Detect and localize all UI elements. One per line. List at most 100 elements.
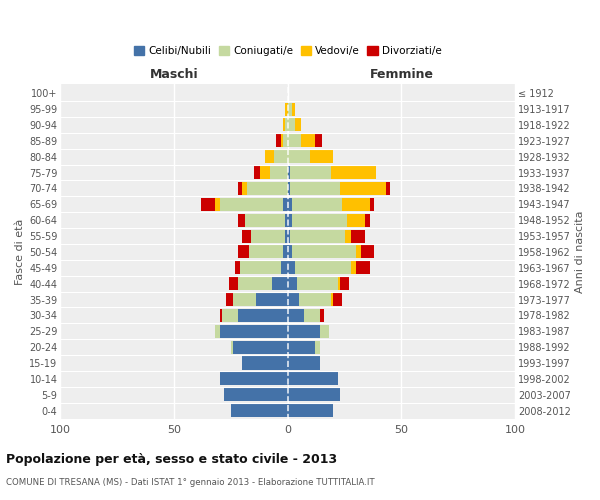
Bar [288,134,301,147]
Bar [233,340,288,353]
Bar [242,182,247,195]
Bar [340,182,386,195]
Bar [256,293,288,306]
Bar [288,214,292,226]
Bar [247,182,288,195]
Bar [238,246,249,258]
Bar [347,214,365,226]
Bar [229,277,238,290]
Bar [292,102,295,116]
Bar [220,198,283,211]
Bar [361,246,374,258]
Text: Maschi: Maschi [150,68,199,82]
Bar [295,262,352,274]
Bar [238,309,288,322]
Bar [215,325,220,338]
Bar [333,293,343,306]
Bar [231,404,288,417]
Bar [235,262,240,274]
Bar [370,198,374,211]
Bar [274,150,288,163]
Bar [343,198,370,211]
Bar [240,262,281,274]
Bar [220,325,288,338]
Bar [299,293,331,306]
Bar [352,262,356,274]
Bar [286,102,288,116]
Bar [331,293,333,306]
Text: Popolazione per età, sesso e stato civile - 2013: Popolazione per età, sesso e stato civil… [6,452,337,466]
Bar [202,198,215,211]
Bar [288,404,333,417]
Bar [242,230,251,242]
Bar [288,293,299,306]
Bar [260,166,269,179]
Bar [356,246,361,258]
Bar [283,246,288,258]
Bar [344,230,352,242]
Bar [331,166,376,179]
Bar [295,118,301,132]
Bar [288,262,295,274]
Bar [220,372,288,386]
Bar [238,214,245,226]
Bar [238,277,272,290]
Bar [288,340,315,353]
Bar [242,356,288,370]
Bar [386,182,390,195]
Bar [220,309,222,322]
Bar [320,309,324,322]
Bar [288,166,290,179]
Bar [233,293,256,306]
Bar [288,102,292,116]
Bar [304,309,320,322]
Bar [238,182,242,195]
Bar [245,214,286,226]
Bar [281,134,283,147]
Y-axis label: Fasce di età: Fasce di età [15,218,25,285]
Bar [251,230,286,242]
Bar [288,118,295,132]
Bar [215,198,220,211]
Bar [283,198,288,211]
Text: Femmine: Femmine [370,68,433,82]
Bar [288,246,292,258]
Bar [290,230,344,242]
Bar [288,309,304,322]
Bar [249,246,283,258]
Bar [288,150,310,163]
Bar [315,340,320,353]
Bar [365,214,370,226]
Bar [315,134,322,147]
Bar [292,214,347,226]
Bar [224,388,288,402]
Bar [310,150,333,163]
Y-axis label: Anni di nascita: Anni di nascita [575,210,585,293]
Bar [288,388,340,402]
Bar [290,182,340,195]
Bar [265,150,274,163]
Bar [288,230,290,242]
Bar [269,166,288,179]
Bar [231,340,233,353]
Bar [286,214,288,226]
Bar [281,262,288,274]
Bar [272,277,288,290]
Bar [340,277,349,290]
Bar [283,118,286,132]
Bar [290,166,331,179]
Bar [288,372,338,386]
Bar [297,277,338,290]
Bar [288,182,290,195]
Bar [283,134,288,147]
Bar [338,277,340,290]
Bar [292,198,343,211]
Bar [286,118,288,132]
Bar [292,246,356,258]
Bar [356,262,370,274]
Bar [226,293,233,306]
Text: COMUNE DI TRESANA (MS) - Dati ISTAT 1° gennaio 2013 - Elaborazione TUTTITALIA.IT: COMUNE DI TRESANA (MS) - Dati ISTAT 1° g… [6,478,374,487]
Legend: Celibi/Nubili, Coniugati/e, Vedovi/e, Divorziati/e: Celibi/Nubili, Coniugati/e, Vedovi/e, Di… [130,42,446,60]
Bar [288,198,292,211]
Bar [222,309,238,322]
